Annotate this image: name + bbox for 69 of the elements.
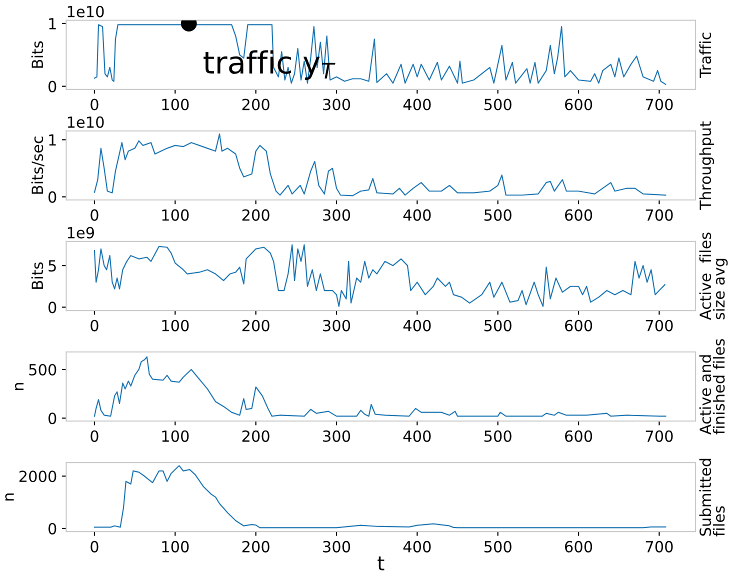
y-axis-title: Bits — [31, 41, 44, 68]
y-tick-label: 1 — [49, 134, 56, 146]
x-tick-label: 600 — [565, 430, 592, 442]
x-tick-label: 300 — [323, 209, 350, 221]
y-tick-label: 0 — [48, 522, 56, 534]
y-tick-label: 0 — [48, 80, 56, 92]
text: 1e9 — [68, 226, 94, 238]
x-tick-label: 200 — [242, 540, 270, 552]
line-series — [94, 133, 666, 196]
line-series — [94, 244, 666, 307]
x-tick-label: 100 — [162, 320, 189, 332]
y-tick-label: 500 — [29, 364, 56, 376]
x-tick-label: 0 — [90, 320, 98, 332]
y-axis-title: n — [14, 382, 24, 390]
x-tick-label: 300 — [323, 540, 350, 552]
y-tick-label: 0 — [48, 412, 56, 424]
x-tick-label: 200 — [242, 98, 270, 110]
y-axis-title: Bits — [31, 262, 44, 289]
y2-axis-title: Submitted files — [699, 458, 725, 536]
line-series — [94, 356, 666, 417]
y-axis-title: n — [5, 494, 14, 501]
x-tick-label: 500 — [484, 320, 512, 332]
x-tick-label: 500 — [484, 98, 512, 110]
x-tick-label: 400 — [403, 430, 431, 442]
y-tick-label: 0 — [48, 191, 56, 203]
x-tick-label: 200 — [242, 320, 270, 332]
y-tick-label: 0 — [48, 302, 56, 314]
x-tick-label: 100 — [162, 540, 189, 552]
x-tick-label: 300 — [323, 320, 350, 332]
x-tick-label: 0 — [90, 430, 98, 442]
x-tick-label: 400 — [403, 209, 431, 221]
x-tick-label: 100 — [162, 98, 189, 110]
text: 1e10 — [68, 6, 104, 18]
y2-axis-title: Active and finished files — [699, 339, 725, 435]
x-tick-label: 700 — [646, 209, 673, 221]
y2-axis-title: Active files size avg — [699, 232, 728, 320]
x-tick-label: 600 — [565, 98, 592, 110]
x-tick-label: 700 — [646, 98, 673, 110]
x-tick-label: 100 — [162, 209, 189, 221]
x-tick-label: 500 — [484, 209, 512, 221]
x-tick-label: 600 — [565, 209, 592, 221]
x-tick-label: 0 — [90, 98, 98, 110]
line-series — [94, 465, 666, 528]
y-tick-label: 1 — [49, 18, 56, 30]
y-tick-label: 5 — [48, 260, 56, 272]
x-tick-label: 500 — [484, 430, 512, 442]
x-tick-label: 400 — [403, 540, 431, 552]
x-tick-label: 500 — [484, 540, 512, 552]
x-tick-label: 600 — [565, 320, 592, 332]
line-series — [94, 24, 666, 85]
x-tick-label: 200 — [242, 430, 270, 442]
y2-axis-title: Traffic — [699, 32, 712, 78]
x-tick-label: 600 — [565, 540, 592, 552]
x-tick-label: 700 — [646, 540, 673, 552]
x-tick-label: 400 — [403, 98, 431, 110]
x-tick-label: 0 — [90, 540, 98, 552]
text: 1e10 — [68, 116, 104, 128]
x-tick-label: 400 — [403, 320, 431, 332]
x-tick-label: 300 — [323, 430, 350, 442]
x-tick-label: 700 — [646, 320, 673, 332]
y-axis-title: Bits/sec — [31, 136, 44, 194]
x-tick-label: 100 — [162, 430, 189, 442]
y-tick-label: 2000 — [19, 470, 56, 482]
x-axis-title: t — [378, 556, 384, 570]
x-tick-label: 200 — [242, 209, 270, 221]
x-tick-label: 0 — [90, 209, 98, 221]
x-tick-label: 300 — [323, 98, 350, 110]
x-tick-label: 700 — [646, 430, 673, 442]
y2-axis-title: Throughput — [699, 121, 714, 210]
